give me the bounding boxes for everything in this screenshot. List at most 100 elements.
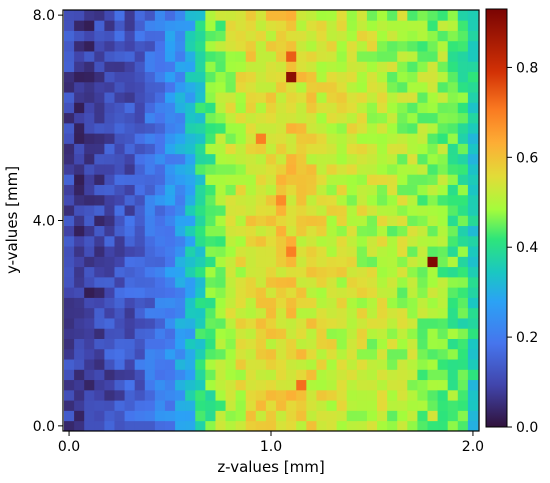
heatmap-cell — [195, 153, 206, 165]
heatmap-cell — [185, 122, 196, 134]
heatmap-cell — [235, 133, 247, 144]
heatmap-cell — [104, 338, 115, 350]
heatmap-cell — [124, 328, 136, 339]
colorbar-tick-label: 0.0 — [516, 420, 538, 436]
heatmap-cell — [124, 102, 136, 114]
heatmap-cell — [94, 71, 105, 83]
heatmap-cell — [326, 359, 338, 370]
heatmap-cell — [437, 51, 449, 62]
heatmap-cell — [215, 81, 226, 93]
heatmap-cell — [316, 307, 327, 319]
heatmap-cell — [245, 61, 257, 73]
heatmap-cell — [306, 143, 317, 155]
heatmap-cell — [316, 328, 327, 339]
heatmap-cell — [276, 297, 287, 309]
heatmap-cell — [235, 71, 247, 83]
heatmap-cell — [346, 81, 358, 93]
heatmap-cell — [286, 174, 297, 185]
heatmap-cell — [114, 81, 125, 93]
heatmap-cell — [215, 266, 226, 278]
heatmap-cell — [265, 318, 277, 329]
heatmap-cell — [356, 235, 368, 247]
heatmap-cell — [387, 359, 398, 370]
y-axis: 0.04.08.0 — [33, 8, 63, 435]
heatmap-cell — [457, 153, 469, 165]
heatmap-cell — [175, 318, 186, 329]
heatmap-cell — [397, 266, 408, 278]
heatmap-cell — [457, 400, 469, 411]
heatmap-cell — [346, 400, 358, 411]
heatmap-cell — [104, 379, 115, 391]
heatmap-cell — [276, 389, 287, 401]
heatmap-cell — [235, 61, 247, 73]
heatmap-cell — [366, 338, 378, 350]
heatmap-cell — [235, 400, 247, 411]
heatmap-cell — [64, 276, 75, 288]
heatmap-cell — [326, 102, 338, 114]
heatmap-cell — [366, 359, 378, 370]
heatmap-cell — [215, 164, 226, 175]
heatmap-cell — [215, 235, 226, 247]
heatmap-cell — [316, 61, 327, 73]
heatmap-cell — [377, 51, 388, 62]
heatmap-cell — [245, 338, 257, 350]
heatmap-cell — [64, 133, 75, 144]
heatmap-cell — [225, 71, 237, 83]
heatmap-cell — [134, 10, 146, 21]
heatmap-cell — [245, 348, 257, 360]
heatmap-cell — [316, 81, 327, 93]
heatmap-cell — [114, 51, 125, 62]
heatmap-cell — [346, 389, 358, 401]
heatmap-cell — [195, 256, 206, 268]
heatmap-cell — [437, 318, 449, 329]
heatmap-cell — [397, 246, 408, 257]
heatmap-cell — [447, 205, 459, 216]
heatmap-cell — [296, 61, 307, 73]
heatmap-cell — [235, 40, 247, 52]
heatmap-cell — [84, 51, 95, 62]
heatmap-cell — [255, 215, 267, 227]
heatmap-cell — [306, 359, 317, 370]
heatmap-cell — [94, 400, 105, 411]
heatmap-cell — [407, 102, 418, 114]
heatmap-cell — [84, 30, 95, 42]
heatmap-cell — [296, 112, 307, 124]
heatmap-cell — [457, 215, 469, 227]
heatmap-cell — [144, 184, 156, 196]
heatmap-cell — [215, 225, 226, 237]
heatmap-cell — [316, 338, 327, 350]
heatmap-cell — [154, 348, 166, 360]
heatmap-cell — [215, 92, 226, 103]
heatmap-cell — [235, 30, 247, 42]
heatmap-cell — [366, 410, 378, 422]
heatmap-cell — [245, 246, 257, 257]
heatmap-cell — [144, 297, 156, 309]
heatmap-cell — [447, 318, 459, 329]
heatmap-cell — [195, 389, 206, 401]
heatmap-cell — [306, 10, 317, 21]
heatmap-cell — [387, 102, 398, 114]
heatmap-cell — [124, 194, 136, 206]
heatmap-cell — [235, 307, 247, 319]
heatmap-cell — [225, 20, 237, 31]
x-axis-label: z-values [mm] — [217, 458, 324, 476]
heatmap-cell — [276, 205, 287, 216]
heatmap-cell — [397, 122, 408, 134]
heatmap-cell — [346, 287, 358, 298]
heatmap-cell — [306, 246, 317, 257]
heatmap-cell — [175, 61, 186, 73]
heatmap-cell — [447, 20, 459, 31]
heatmap-cell — [387, 266, 398, 278]
heatmap-cell — [407, 256, 418, 268]
heatmap-cell — [265, 297, 277, 309]
heatmap-cell — [457, 246, 469, 257]
heatmap-cell — [356, 338, 368, 350]
heatmap-cell — [64, 307, 75, 319]
heatmap-cell — [84, 102, 95, 114]
heatmap-cell — [205, 297, 216, 309]
heatmap-cell — [114, 194, 125, 206]
heatmap-cell — [346, 410, 358, 422]
heatmap-cell — [114, 276, 125, 288]
heatmap-cell — [306, 266, 317, 278]
heatmap-cell — [175, 153, 186, 165]
